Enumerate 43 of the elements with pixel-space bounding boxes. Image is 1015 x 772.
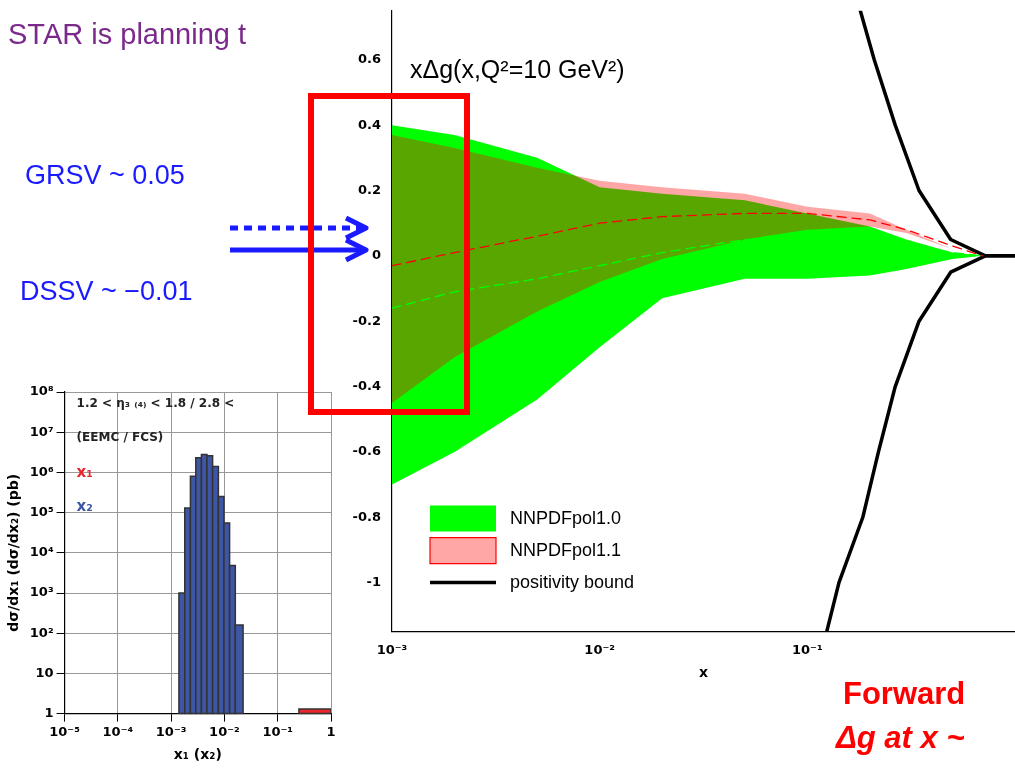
y-tick-label: 10 bbox=[35, 664, 54, 680]
y-tick-label: 10⁵ bbox=[29, 503, 54, 519]
text: STAR is planning t bbox=[8, 18, 247, 51]
text: DSSV ~ −0.01 bbox=[20, 276, 193, 307]
x-tick-label: 10⁻³ bbox=[155, 723, 187, 739]
x-tick-label: 10⁻¹ bbox=[792, 641, 823, 657]
y-tick-label: 0.2 bbox=[357, 181, 381, 197]
x-tick-label: 10⁻² bbox=[209, 723, 240, 739]
legend-label: NNPDFpol1.1 bbox=[510, 539, 622, 560]
annotation: 1.2 < η₃ ₍₄₎ < 1.8 / 2.8 < bbox=[76, 396, 235, 411]
legend-label: NNPDFpol1.0 bbox=[510, 507, 622, 528]
y-tick-label: -0.4 bbox=[352, 377, 381, 393]
y-tick-label: 0.6 bbox=[357, 51, 381, 67]
x-tick-label: 10⁻³ bbox=[376, 641, 408, 657]
y-tick-label: 0 bbox=[371, 247, 381, 263]
text: GRSV ~ 0.05 bbox=[25, 160, 185, 191]
y-tick-label: 10⁷ bbox=[29, 423, 54, 439]
x-tick-label: 10⁻² bbox=[584, 641, 615, 657]
y-tick-label: -0.8 bbox=[352, 508, 381, 524]
x-axis-title: x bbox=[698, 664, 709, 681]
y-tick-label: -1 bbox=[366, 573, 381, 589]
text: x₂ bbox=[76, 497, 93, 516]
y-tick-label: -0.2 bbox=[352, 312, 381, 328]
text: Forward bbox=[843, 676, 966, 712]
x-axis-title: x₁ (x₂) bbox=[173, 746, 222, 763]
x-tick-label: 10⁻¹ bbox=[262, 723, 294, 739]
text: xΔg(x,Q²=10 GeV²) bbox=[410, 55, 625, 84]
y-tick-label: 10² bbox=[29, 624, 54, 640]
y-tick-label: 1 bbox=[44, 704, 54, 720]
x-tick-label: 10⁻⁴ bbox=[102, 723, 134, 739]
x-tick-label: 1 bbox=[326, 723, 336, 739]
legend-label: positivity bound bbox=[510, 571, 635, 592]
y-tick-label: 10⁶ bbox=[29, 463, 54, 479]
text: Δg at x ~ bbox=[836, 720, 965, 756]
y-tick-label: 10³ bbox=[29, 584, 54, 600]
text: x₁ bbox=[76, 463, 93, 482]
y-tick-label: 0.4 bbox=[357, 116, 381, 132]
x-tick-label: 10⁻⁵ bbox=[49, 723, 80, 739]
y-tick-label: -0.6 bbox=[352, 443, 381, 459]
y-tick-label: 10⁸ bbox=[29, 383, 54, 399]
annotation: (EEMC / FCS) bbox=[76, 430, 164, 445]
y-axis-title: dσ/dx₁ (dσ/dx₂) (pb) bbox=[5, 473, 22, 632]
y-tick-label: 10⁴ bbox=[29, 544, 54, 560]
